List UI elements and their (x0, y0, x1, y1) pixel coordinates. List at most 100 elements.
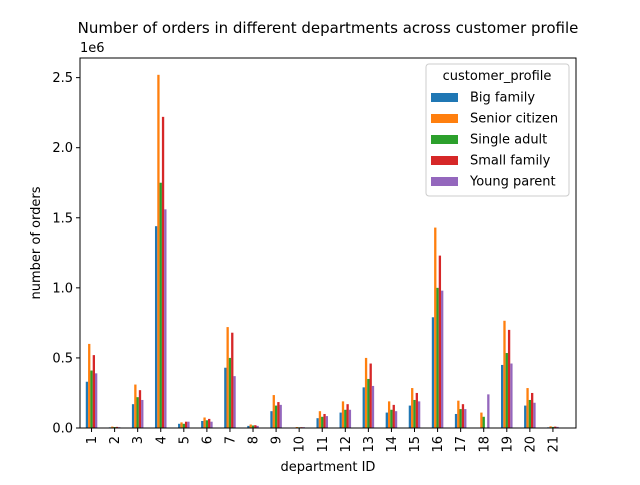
legend-title: customer_profile (443, 69, 552, 84)
x-tick-label: 5 (177, 436, 192, 444)
bar-dept-16-big-family (432, 317, 434, 428)
bar-dept-14-single-adult (390, 410, 392, 428)
bar-dept-7-young-parent (233, 376, 235, 428)
bar-dept-14-senior-citizen (388, 401, 390, 428)
y-tick-label: 2.0 (52, 141, 73, 156)
x-tick-label: 7 (224, 436, 239, 444)
legend: customer_profile Big family Senior citize… (426, 64, 569, 196)
y-tick-label: 0.0 (52, 422, 73, 437)
bar-dept-13-big-family (363, 387, 365, 428)
x-tick-label: 8 (247, 436, 262, 444)
bar-dept-3-big-family (132, 404, 134, 428)
bar-dept-15-big-family (409, 406, 411, 428)
y-tick-label: 0.5 (52, 351, 73, 366)
x-axis-label: department ID (281, 460, 376, 475)
x-tick-label: 16 (431, 436, 446, 453)
bar-dept-19-senior-citizen (503, 321, 505, 428)
legend-label: Senior citizen (470, 112, 558, 127)
bar-dept-15-young-parent (418, 401, 420, 428)
y-tick-label: 2.5 (52, 71, 73, 86)
legend-swatch-senior-citizen (431, 114, 458, 123)
bar-dept-6-single-adult (206, 420, 208, 428)
bar-dept-1-senior-citizen (88, 344, 90, 428)
bar-dept-12-single-adult (344, 410, 346, 428)
x-tick-label: 4 (154, 436, 169, 444)
bar-dept-20-young-parent (533, 403, 535, 428)
x-tick-label: 10 (293, 436, 308, 453)
x-tick-label: 17 (454, 436, 469, 453)
bar-dept-9-big-family (270, 411, 272, 428)
bar-dept-16-young-parent (441, 291, 443, 428)
legend-label: Young parent (469, 175, 556, 190)
bar-dept-12-young-parent (349, 410, 351, 428)
x-tick-label: 20 (523, 436, 538, 453)
legend-label: Big family (470, 91, 535, 106)
bar-dept-13-small-family (370, 364, 372, 428)
chart-title: Number of orders in different department… (78, 19, 579, 37)
bar-dept-9-small-family (277, 402, 279, 428)
bar-dept-18-single-adult (483, 417, 485, 428)
x-tick-label: 21 (546, 436, 561, 453)
bar-dept-15-senior-citizen (411, 388, 413, 428)
bar-dept-5-senior-citizen (180, 422, 182, 428)
bar-dept-5-big-family (178, 424, 180, 428)
bar-dept-4-young-parent (164, 209, 166, 428)
y-axis-label: number of orders (29, 186, 44, 299)
bar-dept-4-single-adult (160, 183, 162, 428)
bar-dept-11-big-family (316, 418, 318, 428)
bar-dept-19-single-adult (506, 353, 508, 428)
legend-label: Small family (470, 154, 551, 169)
bar-dept-3-single-adult (137, 397, 139, 428)
x-tick-label: 12 (339, 436, 354, 453)
bar-dept-11-senior-citizen (319, 411, 321, 428)
bar-dept-17-big-family (455, 414, 457, 428)
bar-dept-12-senior-citizen (342, 401, 344, 428)
x-tick-label: 1 (85, 436, 100, 444)
bar-dept-6-young-parent (210, 422, 212, 428)
bar-dept-16-small-family (439, 256, 441, 428)
bar-dept-17-small-family (462, 404, 464, 428)
bar-dept-18-young-parent (487, 394, 489, 428)
bar-dept-7-small-family (231, 333, 233, 428)
bar-dept-16-single-adult (436, 288, 438, 428)
bar-dept-17-young-parent (464, 409, 466, 428)
bar-dept-3-small-family (139, 390, 141, 428)
bar-dept-13-single-adult (367, 379, 369, 428)
bar-dept-1-big-family (86, 382, 88, 428)
bar-dept-4-big-family (155, 226, 157, 428)
bar-dept-17-senior-citizen (457, 401, 459, 428)
x-tick-label: 9 (270, 436, 285, 444)
bar-dept-15-single-adult (413, 400, 415, 428)
bar-dept-9-young-parent (280, 405, 282, 428)
bar-dept-5-small-family (185, 422, 187, 428)
bar-dept-3-young-parent (141, 400, 143, 428)
legend-swatch-small-family (431, 156, 458, 165)
bar-dept-18-senior-citizen (480, 413, 482, 428)
y-tick-label: 1.5 (52, 211, 73, 226)
x-tick-label: 11 (316, 436, 331, 453)
bar-dept-1-single-adult (90, 371, 92, 428)
bar-dept-12-big-family (340, 413, 342, 428)
bar-dept-6-big-family (201, 421, 203, 428)
bar-dept-11-young-parent (326, 416, 328, 428)
bar-dept-1-young-parent (95, 373, 97, 428)
bar-dept-16-senior-citizen (434, 228, 436, 428)
bar-dept-3-senior-citizen (134, 385, 136, 428)
legend-label: Single adult (470, 133, 547, 148)
bar-dept-1-small-family (93, 355, 95, 428)
bar-dept-14-small-family (393, 405, 395, 428)
x-tick-label: 3 (131, 436, 146, 444)
bar-dept-13-young-parent (372, 386, 374, 428)
x-tick-label: 2 (108, 436, 123, 444)
bar-dept-19-big-family (501, 365, 503, 428)
bar-dept-11-small-family (323, 414, 325, 428)
x-tick-label: 15 (408, 436, 423, 453)
bar-dept-6-senior-citizen (203, 417, 205, 428)
legend-swatch-young-parent (431, 177, 458, 186)
legend-swatch-big-family (431, 93, 458, 102)
legend-swatch-single-adult (431, 135, 458, 144)
bar-dept-11-single-adult (321, 417, 323, 428)
bar-dept-15-small-family (416, 393, 418, 428)
